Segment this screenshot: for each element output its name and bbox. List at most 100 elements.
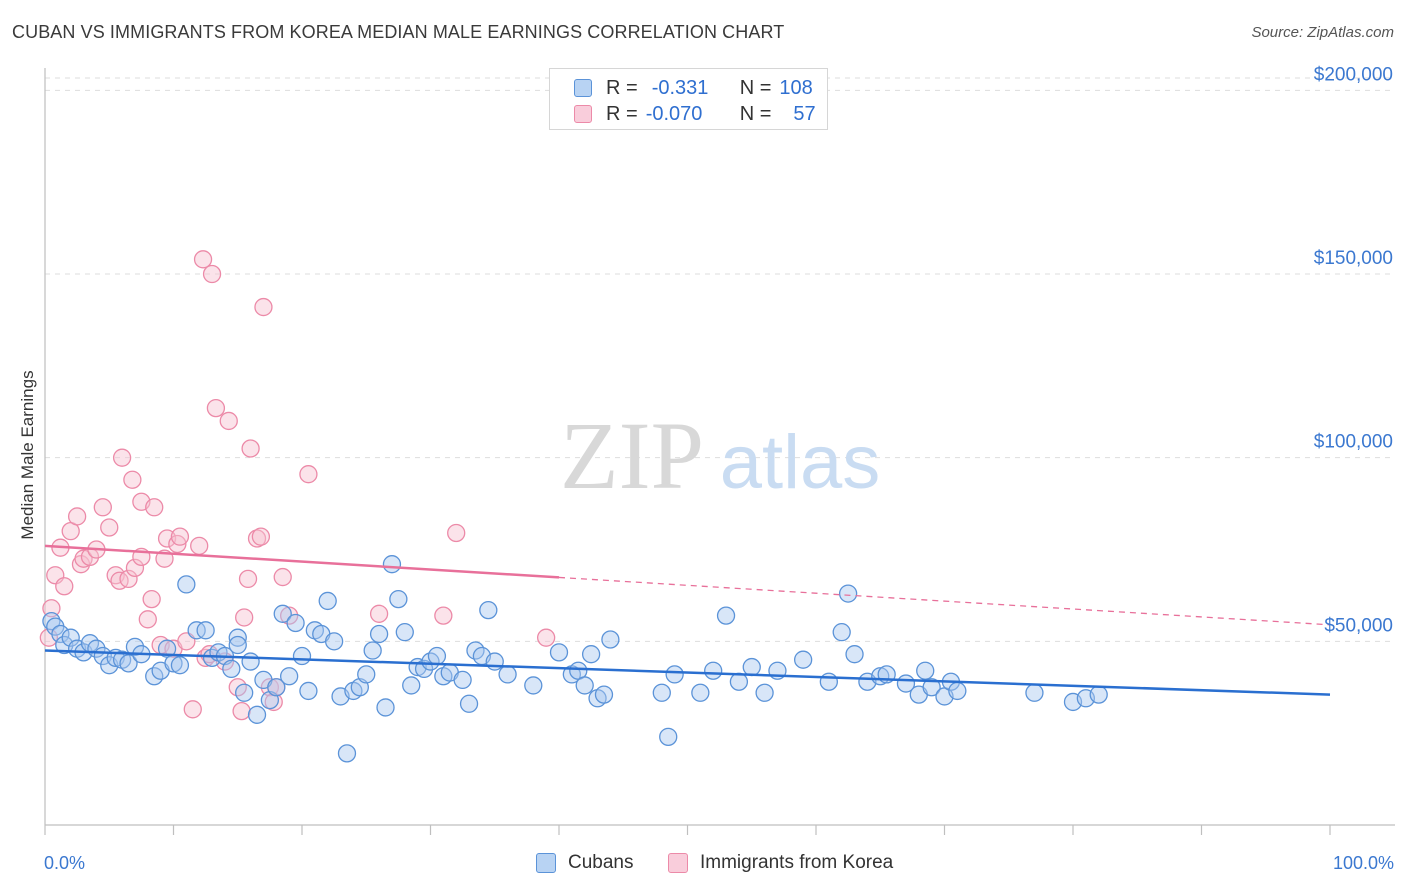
grid-lines — [45, 77, 1395, 642]
legend-item-cubans: Cubans — [536, 852, 634, 874]
cubans-point — [453, 670, 472, 690]
cubans-point — [691, 683, 710, 702]
cubans-point — [177, 575, 196, 594]
cubans-point — [659, 727, 678, 746]
cubans-point — [51, 624, 70, 644]
watermark-atlas: atlas — [720, 420, 881, 505]
cubans-point — [382, 555, 402, 574]
cubans-point — [402, 676, 421, 695]
r-label: R = — [606, 76, 638, 99]
legend-item-korea: Immigrants from Korea — [668, 852, 893, 874]
cubans-point — [755, 683, 774, 702]
cubans-point — [652, 683, 671, 702]
cubans-point — [729, 672, 749, 691]
korea-point — [112, 448, 132, 467]
cubans-point — [395, 623, 414, 642]
cubans-point — [196, 621, 215, 640]
cubans-point — [318, 591, 337, 611]
cubans-point — [845, 645, 864, 664]
cubans-point — [742, 657, 761, 677]
cubans-legend-swatch — [536, 853, 556, 873]
korea-point — [369, 604, 389, 623]
cubans-point — [228, 628, 247, 647]
korea-legend-swatch — [668, 853, 688, 873]
cubans-point — [299, 681, 318, 701]
y-tick-label: $100,000 — [1314, 432, 1393, 453]
cubans-legend-label: Cubans — [568, 852, 634, 873]
korea-point — [537, 628, 556, 647]
korea-legend-label: Immigrants from Korea — [700, 852, 894, 873]
cubans-point — [819, 672, 838, 691]
cubans-point — [948, 681, 967, 701]
watermark-zip: ZIP — [560, 402, 704, 509]
cubans-trend-line-solid — [44, 649, 1331, 696]
korea-point — [279, 606, 299, 625]
korea-point — [74, 549, 93, 568]
cubans-point — [228, 635, 247, 655]
korea-point — [299, 465, 318, 484]
cubans-point — [524, 676, 543, 695]
cubans-point — [1089, 685, 1108, 704]
y-tick-label: $150,000 — [1314, 248, 1393, 269]
cubans-point — [170, 656, 190, 675]
n-value: 108 — [779, 76, 813, 99]
cubans-point — [459, 694, 479, 713]
korea-points — [39, 250, 556, 721]
r-value: -0.331 — [651, 76, 709, 99]
cubans-point — [247, 705, 267, 724]
korea-point — [254, 297, 273, 317]
cubans-point — [581, 645, 601, 664]
y-tick-label: $50,000 — [1324, 615, 1393, 636]
cubans-swatch — [574, 79, 592, 97]
korea-point — [434, 606, 453, 625]
korea-swatch — [574, 105, 592, 123]
cubans-point — [125, 637, 145, 657]
cubans-point — [1025, 683, 1044, 702]
cubans-point — [485, 652, 504, 671]
cubans-point — [575, 676, 594, 695]
cubans-point — [363, 641, 382, 660]
korea-point — [206, 398, 226, 418]
korea-trend-line-dashed — [558, 576, 1331, 626]
korea-point — [138, 610, 157, 629]
korea-point — [202, 264, 222, 284]
cubans-point — [479, 600, 498, 620]
korea-point — [142, 589, 161, 609]
korea-point — [219, 411, 238, 431]
korea-point — [168, 534, 187, 554]
cubans-point — [337, 744, 357, 763]
cubans-point — [235, 683, 254, 702]
n-label: N = — [739, 76, 772, 99]
korea-point — [447, 523, 466, 543]
korea-point — [241, 439, 260, 458]
korea-point — [235, 608, 254, 627]
cubans-point — [832, 623, 851, 642]
y-tick-label: $200,000 — [1314, 64, 1393, 85]
cubans-point — [119, 654, 138, 673]
r-label: R = — [606, 102, 638, 125]
cubans-point — [357, 665, 376, 684]
cubans-point — [704, 661, 723, 680]
cubans-point — [389, 589, 408, 609]
cubans-point — [369, 624, 389, 644]
korea-trend-line-solid — [44, 544, 560, 579]
cubans-point — [286, 613, 305, 633]
korea-point — [123, 470, 142, 489]
cubans-point — [838, 584, 858, 603]
n-value: 57 — [793, 102, 816, 125]
cubans-point — [922, 678, 941, 697]
korea-point — [145, 498, 164, 517]
cubans-point — [241, 652, 260, 671]
korea-point — [93, 498, 112, 517]
cubans-point — [594, 685, 614, 704]
korea-point — [251, 527, 271, 546]
cubans-point — [916, 661, 935, 680]
cubans-point — [324, 632, 344, 651]
chart-title: CUBAN VS IMMIGRANTS FROM KOREA MEDIAN MA… — [12, 22, 785, 42]
cubans-point — [549, 643, 569, 662]
cubans-point — [267, 678, 286, 697]
korea-point — [110, 571, 129, 590]
korea-point — [67, 507, 87, 526]
korea-point — [119, 569, 138, 589]
